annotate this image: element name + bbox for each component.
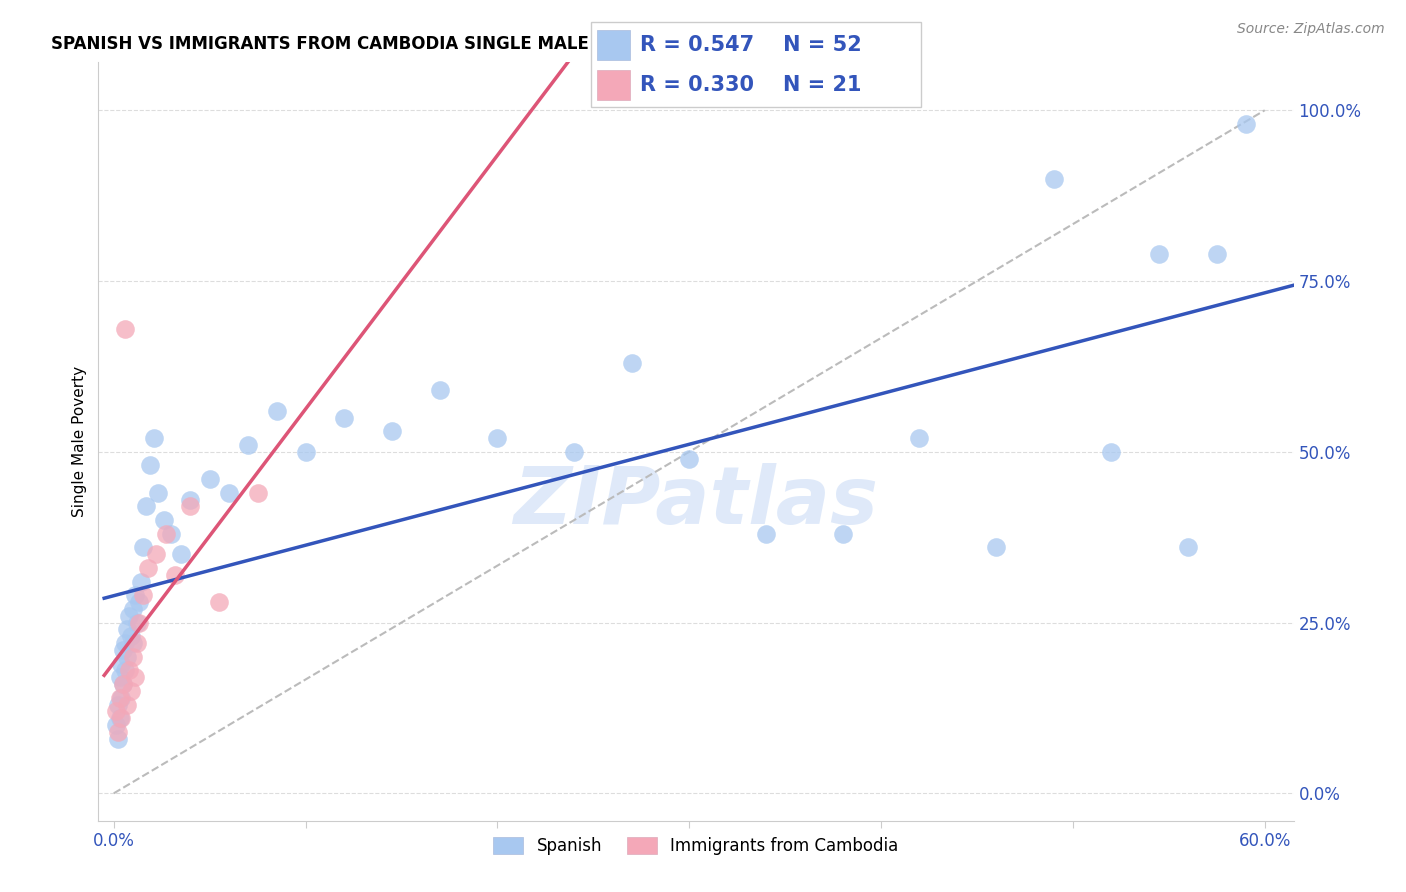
Point [124, 588, 146, 602]
Point [381, 425, 404, 439]
Point [1099, 444, 1122, 458]
FancyBboxPatch shape [598, 30, 630, 61]
Point [198, 472, 221, 486]
Point [129, 574, 152, 589]
Point [139, 458, 162, 473]
Point [333, 410, 356, 425]
Point [131, 588, 153, 602]
Point [1042, 171, 1064, 186]
Point [160, 526, 183, 541]
Text: ZIPatlas: ZIPatlas [513, 463, 879, 541]
Point [114, 664, 136, 678]
Point [562, 444, 585, 458]
Point [908, 431, 931, 445]
Point [1234, 117, 1257, 131]
Point [145, 547, 167, 561]
Point [108, 670, 131, 684]
Point [125, 615, 148, 630]
Point [107, 731, 129, 746]
Point [124, 670, 146, 684]
Point [152, 513, 174, 527]
Point [131, 541, 153, 555]
Point [986, 541, 1008, 555]
Point [112, 677, 135, 691]
Point [831, 526, 853, 541]
Point [170, 547, 193, 561]
Point [108, 690, 131, 705]
Point [107, 724, 129, 739]
Point [122, 636, 145, 650]
Point [118, 664, 141, 678]
Point [1177, 541, 1199, 555]
Point [118, 608, 141, 623]
Text: R = 0.547    N = 52: R = 0.547 N = 52 [640, 35, 862, 55]
Point [146, 485, 169, 500]
Point [136, 561, 159, 575]
Point [1205, 246, 1227, 260]
Text: Source: ZipAtlas.com: Source: ZipAtlas.com [1237, 22, 1385, 37]
Point [294, 444, 316, 458]
Point [128, 595, 150, 609]
Point [208, 595, 231, 609]
Point [122, 602, 145, 616]
Point [122, 649, 145, 664]
Legend: Spanish, Immigrants from Cambodia: Spanish, Immigrants from Cambodia [486, 830, 905, 862]
Y-axis label: Single Male Poverty: Single Male Poverty [72, 366, 87, 517]
Point [755, 526, 778, 541]
Point [429, 384, 451, 398]
Point [246, 485, 269, 500]
Point [620, 356, 643, 370]
Point [112, 677, 135, 691]
Point [120, 684, 142, 698]
FancyBboxPatch shape [598, 70, 630, 100]
Point [104, 704, 127, 718]
Point [143, 431, 166, 445]
Point [115, 649, 138, 664]
Point [110, 657, 132, 671]
Text: SPANISH VS IMMIGRANTS FROM CAMBODIA SINGLE MALE POVERTY CORRELATION CHART: SPANISH VS IMMIGRANTS FROM CAMBODIA SING… [51, 35, 884, 53]
Point [110, 711, 132, 725]
Point [114, 322, 136, 336]
Point [165, 567, 187, 582]
Point [112, 643, 135, 657]
Point [218, 485, 240, 500]
Text: R = 0.330    N = 21: R = 0.330 N = 21 [640, 75, 862, 95]
Point [678, 451, 700, 466]
Point [115, 623, 138, 637]
Point [1147, 246, 1170, 260]
Point [108, 711, 131, 725]
Point [115, 698, 138, 712]
Point [179, 492, 201, 507]
Point [155, 526, 177, 541]
Point [236, 438, 259, 452]
Point [266, 404, 288, 418]
Point [125, 636, 148, 650]
Point [179, 500, 201, 514]
Point [114, 636, 136, 650]
Point [135, 500, 157, 514]
Point [128, 615, 150, 630]
Point [110, 690, 132, 705]
Point [107, 698, 129, 712]
FancyBboxPatch shape [591, 22, 921, 107]
Point [104, 718, 127, 732]
Point [486, 431, 509, 445]
Point [120, 629, 142, 643]
